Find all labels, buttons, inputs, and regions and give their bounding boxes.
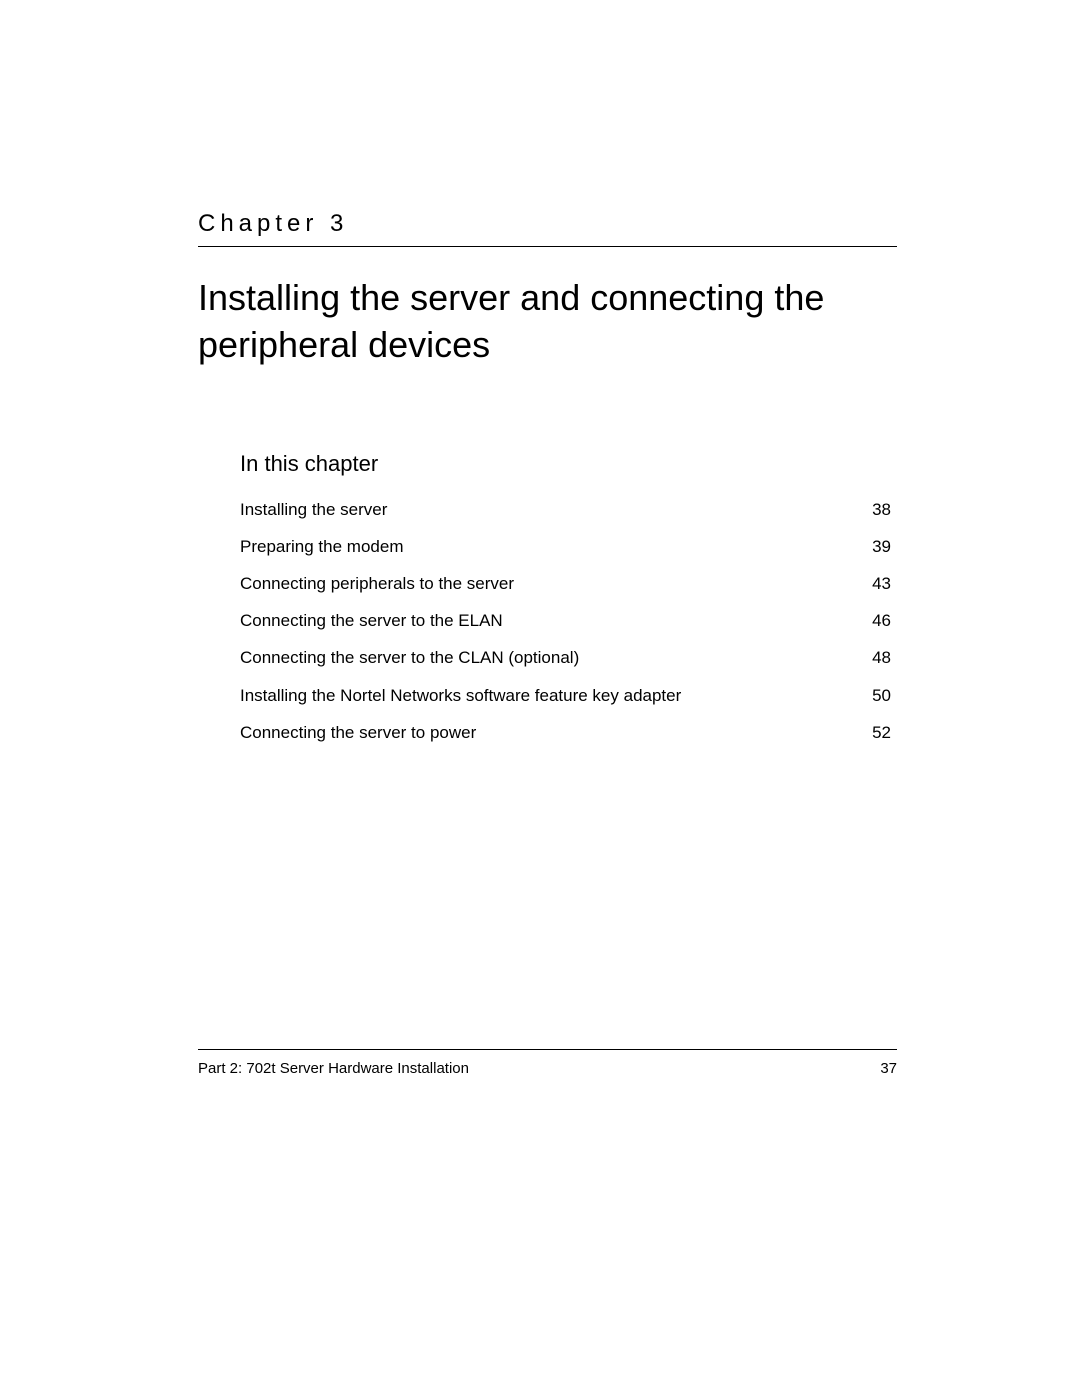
toc-item-page: 43 <box>847 570 897 597</box>
chapter-title: Installing the server and connecting the… <box>198 275 897 369</box>
toc-item: Connecting peripherals to the server 43 <box>240 565 897 602</box>
toc-item: Installing the Nortel Networks software … <box>240 677 897 714</box>
toc-list: Installing the server 38 Preparing the m… <box>240 491 897 751</box>
toc-item: Connecting the server to the ELAN 46 <box>240 602 897 639</box>
toc-item-label: Connecting the server to the ELAN <box>240 607 847 634</box>
toc-item-label: Installing the server <box>240 496 847 523</box>
toc-item-label: Connecting the server to power <box>240 719 847 746</box>
toc-item: Connecting the server to the CLAN (optio… <box>240 639 897 676</box>
toc-item-page: 39 <box>847 533 897 560</box>
toc-item: Installing the server 38 <box>240 491 897 528</box>
footer-rule <box>198 1049 897 1050</box>
toc-item: Preparing the modem 39 <box>240 528 897 565</box>
toc-item-page: 46 <box>847 607 897 634</box>
toc-item-label: Connecting peripherals to the server <box>240 570 847 597</box>
toc-section: In this chapter Installing the server 38… <box>240 451 897 751</box>
toc-item-page: 38 <box>847 496 897 523</box>
chapter-label: Chapter 3 <box>198 210 897 238</box>
toc-item-label: Connecting the server to the CLAN (optio… <box>240 644 847 671</box>
toc-item: Connecting the server to power 52 <box>240 714 897 751</box>
toc-item-page: 52 <box>847 719 897 746</box>
footer-page-number: 37 <box>880 1060 897 1077</box>
toc-item-label: Preparing the modem <box>240 533 847 560</box>
page-footer: Part 2: 702t Server Hardware Installatio… <box>198 1049 897 1077</box>
footer-text: Part 2: 702t Server Hardware Installatio… <box>198 1060 469 1077</box>
document-page: Chapter 3 Installing the server and conn… <box>0 0 1080 1397</box>
toc-item-page: 50 <box>847 682 897 709</box>
toc-item-label: Installing the Nortel Networks software … <box>240 682 847 709</box>
chapter-rule <box>198 246 897 247</box>
toc-heading: In this chapter <box>240 451 897 477</box>
toc-item-page: 48 <box>847 644 897 671</box>
footer-row: Part 2: 702t Server Hardware Installatio… <box>198 1060 897 1077</box>
